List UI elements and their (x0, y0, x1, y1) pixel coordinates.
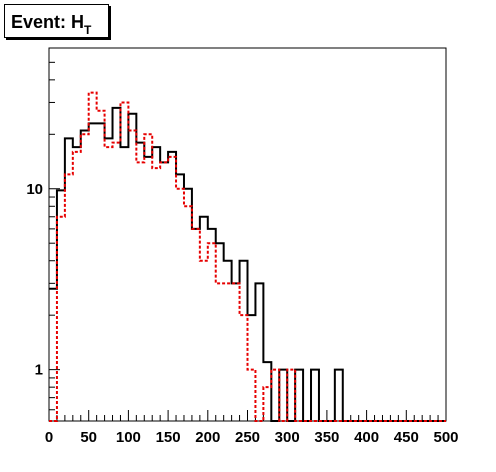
series-solid-line (49, 106, 446, 422)
series-dashed-line (49, 91, 446, 422)
x-tick-label: 300 (275, 429, 300, 446)
chart-title-subscript: T (84, 23, 92, 37)
chart-title-main: Event: H (11, 12, 85, 32)
x-tick-label: 150 (156, 429, 181, 446)
x-tick-label: 250 (235, 429, 260, 446)
y-axis: 1 10 (26, 47, 60, 411)
x-tick-label: 400 (354, 429, 379, 446)
chart-title: Event: HT (11, 12, 91, 37)
chart-title-box: Event: HT (4, 4, 109, 38)
series-layer (49, 91, 446, 422)
x-axis: 0 50 100 150 200 250 300 350 400 450 500 (45, 410, 459, 446)
y-tick-label: 1 (35, 362, 43, 379)
x-tick-label: 0 (45, 429, 53, 446)
x-tick-label: 100 (116, 429, 141, 446)
x-tick-label: 450 (394, 429, 419, 446)
x-tick-label: 200 (195, 429, 220, 446)
y-tick-label: 10 (26, 181, 43, 198)
x-tick-label: 350 (314, 429, 339, 446)
x-tick-label: 50 (80, 429, 97, 446)
x-tick-label: 500 (433, 429, 458, 446)
